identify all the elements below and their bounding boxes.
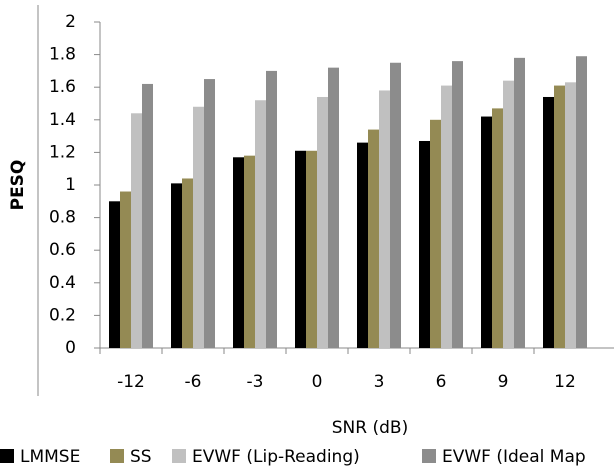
- bar: [142, 83, 153, 348]
- bar: [514, 57, 525, 349]
- bar: [204, 79, 215, 349]
- y-tick-label: 0: [65, 338, 76, 358]
- bar: [565, 82, 576, 348]
- legend-swatch: [0, 449, 14, 463]
- legend-swatch: [172, 449, 186, 463]
- bar: [452, 61, 463, 349]
- bar: [328, 67, 339, 348]
- y-tick-label: 0.4: [49, 273, 76, 293]
- x-tick-label: 0: [312, 372, 323, 392]
- bar: [120, 191, 131, 348]
- bar: [368, 129, 379, 348]
- bar: [576, 56, 587, 348]
- bar: [131, 113, 142, 348]
- legend-label: SS: [130, 447, 152, 467]
- y-tick-label: 1.6: [49, 77, 76, 97]
- y-tick-label: 0.2: [49, 305, 76, 325]
- legend-label: LMMSE: [20, 447, 80, 467]
- bar: [492, 108, 503, 348]
- y-tick-label: 1: [65, 175, 76, 195]
- bar: [233, 157, 244, 348]
- x-tick-label: 12: [554, 372, 576, 392]
- bar: [244, 155, 255, 348]
- legend-label: EVWF (Ideal Map: [442, 447, 586, 467]
- y-tick-label: 0.6: [49, 240, 76, 260]
- bar: [554, 85, 565, 348]
- x-tick-label: -3: [247, 372, 264, 392]
- bar: [390, 62, 401, 348]
- legend-label: EVWF (Lip-Reading): [192, 447, 360, 467]
- bar: [419, 140, 430, 348]
- x-tick-label: -12: [117, 372, 145, 392]
- bar: [481, 116, 492, 348]
- bar: [171, 183, 182, 348]
- x-tick-label: 6: [436, 372, 447, 392]
- bar: [295, 150, 306, 348]
- y-tick-label: 1.8: [49, 45, 76, 65]
- x-tick-label: 3: [374, 372, 385, 392]
- bar: [441, 85, 452, 348]
- bar: [430, 119, 441, 348]
- y-tick-label: 2: [65, 12, 76, 32]
- y-tick-label: 0.8: [49, 208, 76, 228]
- x-axis-label: SNR (dB): [332, 418, 408, 438]
- bar: [255, 100, 266, 349]
- bar: [317, 96, 328, 348]
- x-tick-label: -6: [185, 372, 202, 392]
- bar: [379, 90, 390, 349]
- bar: [193, 106, 204, 348]
- bar: [306, 150, 317, 348]
- bar: [503, 80, 514, 349]
- y-tick-label: 1.4: [49, 110, 76, 130]
- bar: [543, 96, 554, 348]
- bar: [266, 70, 277, 349]
- y-axis-label: PESQ: [8, 160, 28, 211]
- x-tick-label: 9: [498, 372, 509, 392]
- bar: [182, 178, 193, 348]
- bar: [357, 142, 368, 348]
- legend-swatch: [422, 449, 436, 463]
- y-tick-label: 1.2: [49, 142, 76, 162]
- bar: [109, 201, 120, 348]
- legend-swatch: [110, 449, 124, 463]
